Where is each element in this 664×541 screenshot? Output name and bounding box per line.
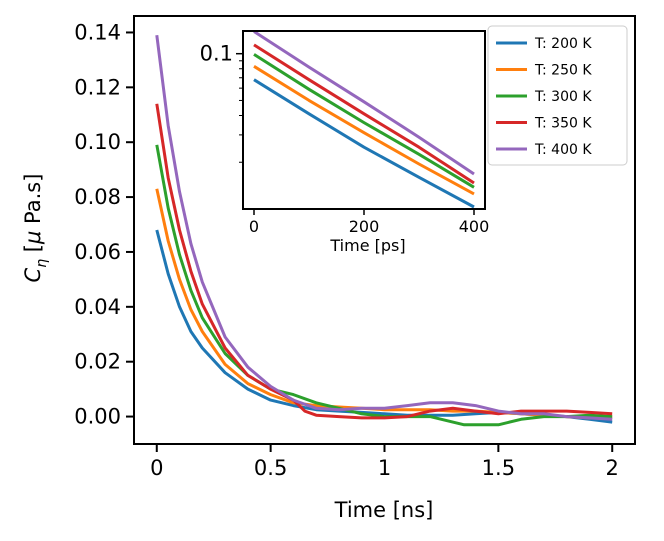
inset-series-t-400-k — [253, 30, 475, 176]
inset-series-t-250-k — [253, 65, 475, 196]
main-series-t-350-k — [155, 103, 613, 420]
legend-box — [487, 25, 628, 166]
inset-x-tick-label: 0 — [249, 217, 259, 236]
inset-axes: 0 200 400 0.1 — [200, 42, 490, 236]
main-plot-lines — [155, 35, 613, 427]
inset-x-tick-label: 400 — [459, 217, 490, 236]
main-x-tick-label: 0.5 — [254, 456, 287, 480]
inset-background — [243, 31, 485, 209]
main-series-t-400-k — [155, 35, 613, 421]
inset-series-t-300-k — [253, 53, 475, 189]
main-y-tick-label: 0.10 — [74, 130, 121, 154]
legend-label-t-400-k: T: 400 K — [534, 142, 592, 158]
main-x-axis-title: Time [ns] — [334, 498, 434, 522]
main-y-tick-label: 0.08 — [74, 185, 121, 209]
main-y-tick-label: 0.12 — [74, 75, 121, 99]
main-series-t-200-k — [155, 229, 613, 424]
inset-series-t-350-k — [253, 43, 475, 185]
main-x-tick-label: 0 — [150, 456, 163, 480]
legend-label-t-350-k: T: 350 K — [534, 116, 592, 132]
legend-label-t-250-k: T: 250 K — [534, 63, 592, 79]
main-x-tick-label: 2 — [606, 456, 619, 480]
main-y-tick-label: 0.14 — [74, 20, 121, 44]
main-series-t-300-k — [155, 144, 613, 427]
main-y-tick-label: 0.06 — [74, 240, 121, 264]
inset-x-tick-label: 200 — [349, 217, 380, 236]
main-y-tick-label: 0.04 — [74, 295, 121, 319]
inset-plot: 0 200 400 0.1 Time [ps] — [200, 30, 490, 255]
main-y-tick-label: 0.02 — [74, 350, 121, 374]
main-x-tick-label: 1 — [378, 456, 391, 480]
main-axes: 0 0.5 1 1.5 20.000.020.040.060.080.100.120.1… — [74, 20, 619, 480]
inset-series-t-200-k — [253, 78, 475, 209]
main-y-tick-label: 0.00 — [74, 405, 121, 429]
inset-plot-lines — [253, 30, 475, 209]
inset-x-axis-title: Time [ps] — [329, 236, 405, 255]
legend-label-t-300-k: T: 300 K — [534, 89, 592, 105]
inset-y-tick-label: 0.1 — [200, 42, 233, 66]
main-y-axis-title: Cη [μ Pa.s] — [21, 174, 50, 283]
legend-label-t-200-k: T: 200 K — [534, 36, 592, 52]
main-series-t-250-k — [155, 188, 613, 420]
main-x-tick-label: 1.5 — [482, 456, 515, 480]
legend: T: 200 K T: 250 K T: 300 K T: 350 K T: 400 K — [487, 25, 628, 166]
